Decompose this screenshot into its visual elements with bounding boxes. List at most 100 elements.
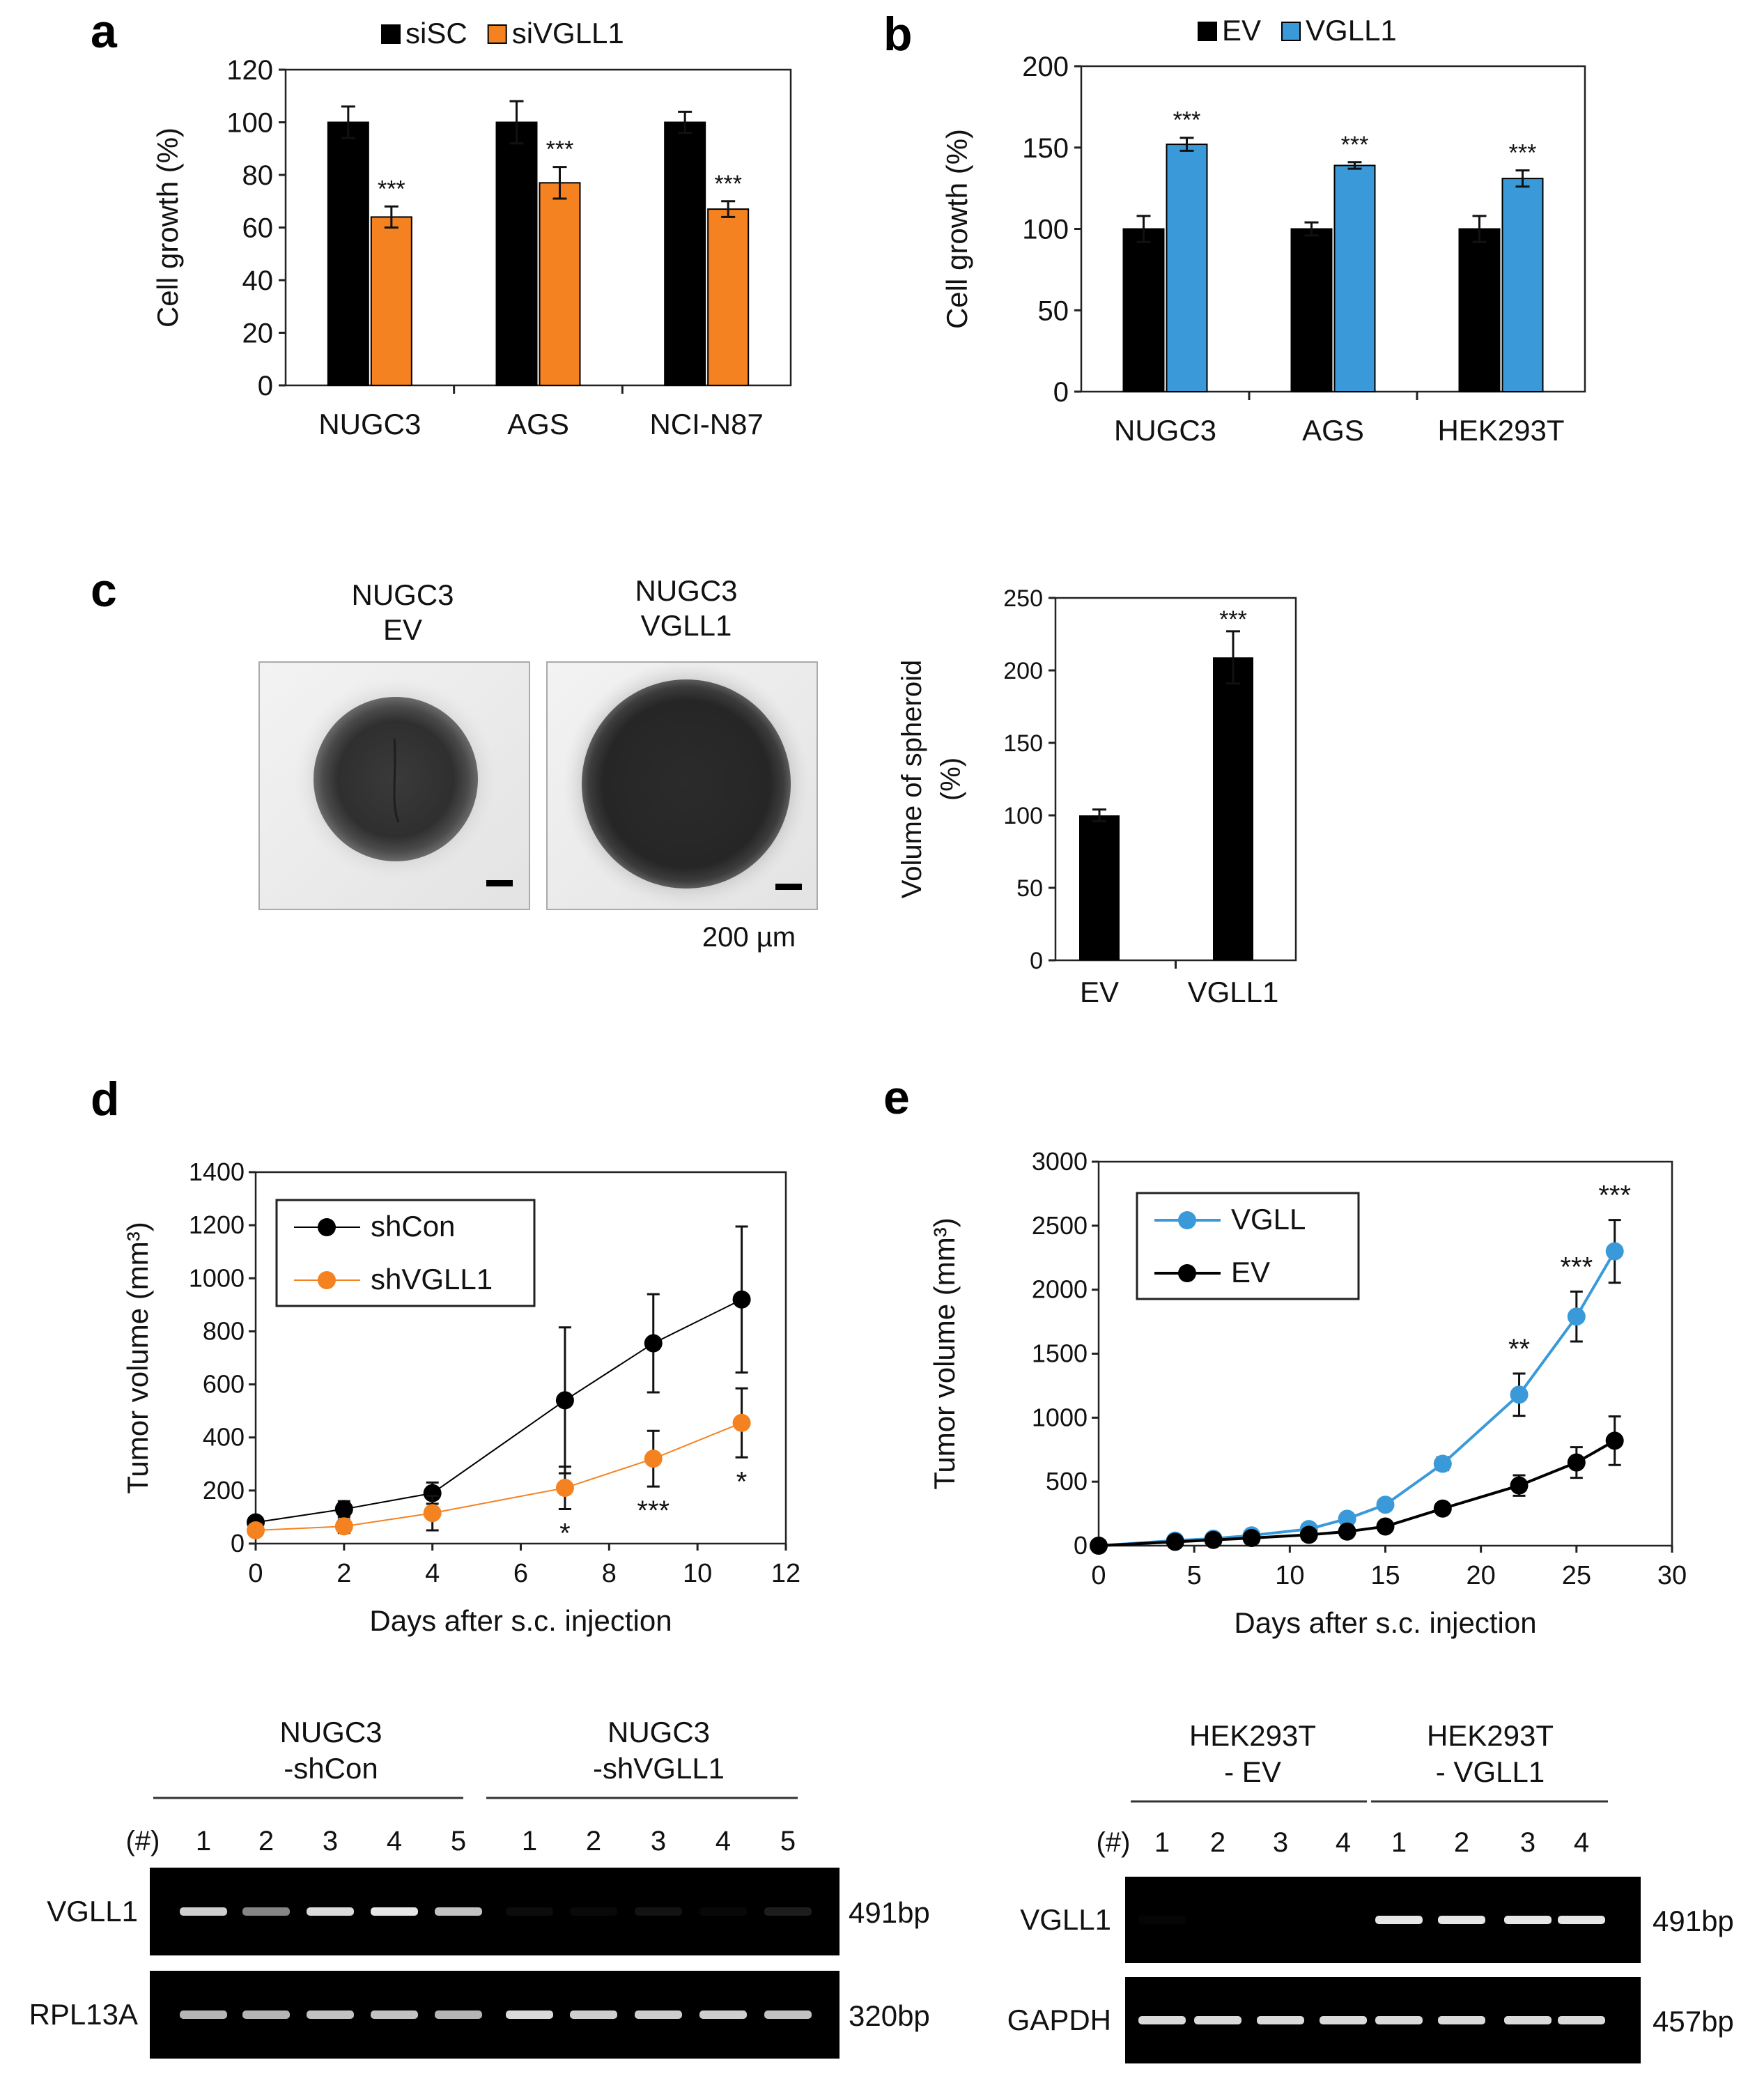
y-tick-label: 80 bbox=[242, 160, 274, 191]
y-tick-label: 0 bbox=[231, 1529, 245, 1558]
y-tick-label: 120 bbox=[226, 55, 273, 86]
gel-band bbox=[1375, 1916, 1423, 1924]
gel-band bbox=[307, 2010, 354, 2019]
legend-label: VGLL bbox=[1231, 1203, 1306, 1236]
y-axis-label: Cell growth (%) bbox=[151, 128, 184, 328]
band-size-label: 320bp bbox=[849, 1999, 930, 2032]
legend-label: shVGLL1 bbox=[371, 1263, 493, 1295]
data-point-shvgll1 bbox=[247, 1521, 265, 1539]
bar-sivgll1 bbox=[539, 182, 581, 386]
y-axis-label-line2: (%) bbox=[936, 758, 966, 801]
chart-c: 0 50 100 150 200 250 EV VGLL1 *** Volume of spher… bbox=[897, 585, 1297, 1008]
bar-sisc bbox=[327, 121, 369, 386]
lane-number: 1 bbox=[196, 1826, 211, 1856]
gel-band bbox=[1438, 2016, 1485, 2024]
data-point-ev bbox=[1605, 1431, 1624, 1450]
y-tick-label: 40 bbox=[242, 266, 274, 296]
gel-band bbox=[764, 2010, 812, 2019]
y-axis-label: Tumor volume (mm³) bbox=[121, 1222, 154, 1493]
legend-marker bbox=[318, 1218, 336, 1236]
x-tick-label: 8 bbox=[602, 1559, 617, 1588]
data-point-shvgll1 bbox=[644, 1450, 663, 1468]
data-point-ev bbox=[1299, 1525, 1318, 1544]
panel-label-c: c bbox=[91, 564, 117, 617]
gel-band bbox=[180, 1907, 227, 1916]
gel-band bbox=[699, 2010, 747, 2019]
panel-label-e: e bbox=[883, 1071, 910, 1124]
chart-d: 0 200 400 600 800 1000 1200 1400 0 2 4 6 8 10 12 Days a… bbox=[121, 1158, 800, 1637]
x-category-label: NCI-N87 bbox=[649, 408, 763, 440]
chart-b: 0 50 100 150 200 NUGC3 *** AGS *** HEK293T *** Cell… bbox=[941, 14, 1586, 447]
x-axis-label: Days after s.c. injection bbox=[1234, 1606, 1536, 1639]
legend-swatch bbox=[1198, 22, 1217, 41]
bar-ev bbox=[1122, 228, 1165, 392]
y-tick-label: 0 bbox=[1030, 948, 1043, 974]
data-point-shvgll1 bbox=[732, 1413, 751, 1432]
lane-number: 2 bbox=[258, 1826, 274, 1856]
x-category-label: VGLL1 bbox=[1188, 976, 1279, 1008]
lane-number: 1 bbox=[1391, 1827, 1407, 1858]
group2-title-line2: -shVGLL1 bbox=[593, 1752, 725, 1785]
x-category-label: NUGC3 bbox=[1114, 414, 1216, 447]
gel-band bbox=[1257, 2016, 1304, 2024]
lane-number: 4 bbox=[387, 1826, 402, 1856]
y-tick-label: 20 bbox=[242, 318, 274, 349]
bar-vgll1 bbox=[1333, 164, 1376, 392]
significance-label: *** bbox=[1509, 139, 1537, 166]
band-size-label: 491bp bbox=[849, 1896, 930, 1929]
data-point-ev bbox=[1204, 1530, 1223, 1549]
spheroid-image-ev bbox=[258, 661, 530, 910]
lane-number: 1 bbox=[522, 1826, 537, 1856]
bar-vgll1 bbox=[1501, 178, 1544, 392]
gel-band bbox=[570, 2010, 617, 2019]
y-tick-label: 2000 bbox=[1032, 1275, 1088, 1304]
gene-label: VGLL1 bbox=[47, 1895, 138, 1928]
legend-label: EV bbox=[1222, 14, 1261, 47]
data-point-shcon bbox=[334, 1500, 353, 1518]
image2-title-line1: NUGC3 bbox=[635, 574, 737, 607]
lane-number: 4 bbox=[1336, 1827, 1351, 1858]
data-point-vgll bbox=[1605, 1242, 1624, 1261]
lane-number: 5 bbox=[780, 1826, 796, 1856]
y-tick-label: 50 bbox=[1038, 295, 1069, 326]
legend-swatch bbox=[487, 24, 507, 44]
bar-vgll1 bbox=[1166, 144, 1208, 393]
x-tick-label: 2 bbox=[336, 1559, 351, 1588]
x-tick-label: 4 bbox=[425, 1559, 440, 1588]
band-size-label: 491bp bbox=[1653, 1905, 1734, 1937]
y-tick-label: 1400 bbox=[189, 1158, 245, 1186]
data-point-shcon bbox=[732, 1290, 751, 1309]
legend-label: EV bbox=[1231, 1256, 1270, 1289]
spheroid-images: NUGC3 EV NUGC3 VGLL1 200 µm bbox=[258, 574, 818, 953]
x-category-label: NUGC3 bbox=[318, 408, 421, 440]
group2-title-line1: HEK293T bbox=[1427, 1719, 1554, 1752]
bar-sisc bbox=[495, 121, 538, 386]
gene-label: RPL13A bbox=[29, 1998, 138, 2031]
x-tick-label: 30 bbox=[1657, 1561, 1687, 1590]
legend-swatch bbox=[1281, 22, 1301, 41]
x-tick-label: 25 bbox=[1562, 1561, 1591, 1590]
series-line-shvgll1 bbox=[255, 1422, 742, 1531]
y-tick-label: 150 bbox=[1003, 730, 1043, 757]
lane-number: 4 bbox=[1574, 1827, 1589, 1858]
gel-band bbox=[1375, 2016, 1423, 2024]
lane-number: 3 bbox=[323, 1826, 338, 1856]
y-tick-label: 250 bbox=[1003, 585, 1043, 612]
data-point-shcon bbox=[644, 1334, 663, 1353]
lane-number: 2 bbox=[1454, 1827, 1469, 1858]
data-point-ev bbox=[1433, 1499, 1452, 1518]
legend-label: shCon bbox=[371, 1210, 455, 1243]
lane-number: 2 bbox=[586, 1826, 601, 1856]
y-tick-label: 60 bbox=[242, 213, 274, 244]
y-tick-label: 200 bbox=[1022, 52, 1069, 82]
group1-title-line1: NUGC3 bbox=[279, 1716, 382, 1748]
gel-band bbox=[1504, 2016, 1552, 2024]
bar-sisc bbox=[664, 121, 706, 386]
y-axis-label: Tumor volume (mm³) bbox=[928, 1217, 961, 1489]
band-size-label: 457bp bbox=[1653, 2005, 1734, 2038]
bar-ev bbox=[1458, 228, 1501, 392]
bar-sivgll1 bbox=[370, 216, 412, 386]
y-tick-label: 150 bbox=[1022, 133, 1069, 164]
data-point-ev bbox=[1166, 1532, 1184, 1551]
